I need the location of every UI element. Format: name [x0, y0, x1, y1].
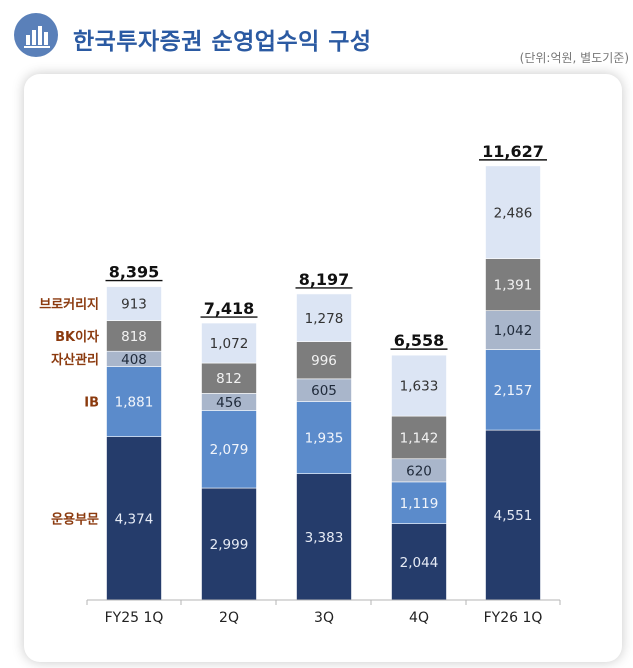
x-tick-label: FY25 1Q: [105, 610, 164, 626]
data-label: 605: [311, 383, 337, 399]
page-title: 한국투자증권 순영업수익 구성: [73, 29, 372, 55]
bar-segment: [296, 293, 352, 342]
bar-segment: [106, 436, 162, 601]
bar-segment: [391, 354, 447, 417]
data-label: 408: [121, 352, 147, 368]
total-label: 8,197: [299, 270, 350, 289]
unit-note: (단위:억원, 별도기준): [519, 51, 629, 65]
x-tick-label: FY26 1Q: [484, 610, 543, 626]
bar-segment: [106, 320, 162, 352]
legend-label: BK이자: [55, 329, 99, 345]
data-label: 2,486: [494, 205, 533, 221]
data-label: 1,633: [400, 379, 439, 395]
x-tick-label: 3Q: [314, 610, 334, 626]
bar-segment: [201, 362, 257, 394]
data-label: 1,881: [115, 395, 154, 411]
data-label: 1,119: [400, 496, 439, 512]
total-label: 11,627: [482, 142, 544, 161]
data-label: 620: [406, 463, 432, 479]
bar-segment: [106, 286, 162, 321]
bar-segment: [485, 310, 541, 350]
data-label: 1,072: [210, 336, 249, 352]
data-label: 4,551: [494, 508, 533, 524]
data-label: 1,278: [305, 311, 344, 327]
data-label: 2,999: [210, 537, 249, 553]
data-label: 996: [311, 353, 337, 369]
data-label: 2,157: [494, 383, 533, 399]
total-label: 6,558: [394, 331, 445, 350]
data-label: 456: [216, 395, 242, 411]
data-label: 4,374: [115, 511, 154, 527]
data-label: 913: [121, 297, 147, 313]
data-label: 818: [121, 329, 147, 345]
bar-segment: [106, 366, 162, 437]
bar-segment: [296, 401, 352, 474]
legend-label: 자산관리: [51, 352, 99, 368]
bar-segment: [485, 165, 541, 259]
legend-label: IB: [84, 396, 99, 411]
bar-segment: [296, 341, 352, 380]
x-tick-label: 4Q: [409, 610, 429, 626]
bar-segment: [201, 410, 257, 489]
legend-label: 브로커리지: [39, 297, 99, 313]
data-label: 2,044: [400, 555, 439, 571]
data-label: 1,042: [494, 323, 533, 339]
bar-segment: [201, 322, 257, 364]
x-tick-label: 2Q: [219, 610, 239, 626]
total-label: 7,418: [204, 299, 255, 318]
bar-segment: [391, 523, 447, 601]
data-label: 1,935: [305, 431, 344, 447]
data-label: 812: [216, 371, 242, 387]
bar-segment: [296, 473, 352, 601]
bar-segment: [391, 481, 447, 524]
legend-label: 운용부문: [51, 511, 99, 527]
bar-segment: [485, 258, 541, 311]
bar-segment: [485, 429, 541, 601]
data-label: 3,383: [305, 530, 344, 546]
bar-chart-icon: [14, 13, 58, 57]
data-label: 1,391: [494, 278, 533, 294]
total-label: 8,395: [109, 263, 160, 282]
data-label: 1,142: [400, 430, 439, 446]
data-label: 2,079: [210, 442, 249, 458]
bar-segment: [485, 349, 541, 431]
